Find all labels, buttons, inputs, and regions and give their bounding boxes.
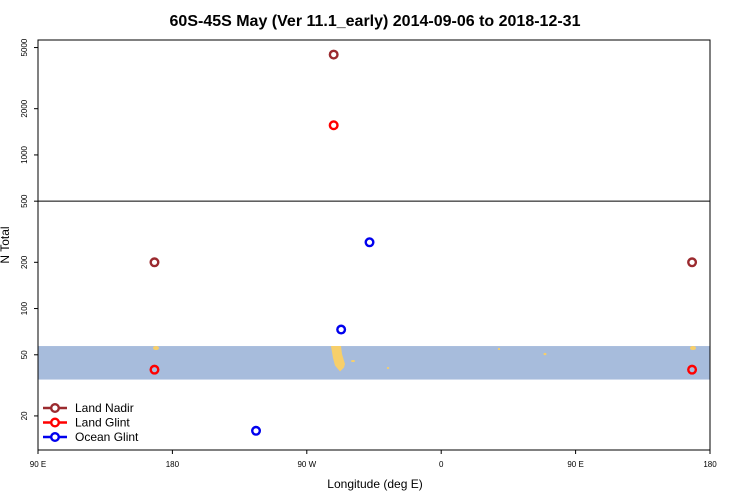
land-islet [497,348,501,351]
plot-frame [37,39,711,451]
land-islet [386,367,390,370]
legend-item-land-nadir: Land Nadir [43,401,134,415]
ocean-band [38,346,710,380]
legend-label: Land Glint [75,416,130,430]
legend-item-ocean-glint: Ocean Glint [43,430,139,444]
legend-marker [50,432,61,443]
point-ocean-glint [251,425,262,436]
x-tick-label: 0 [439,460,444,469]
axes: 90 E 180 90 W 0 90 E 180 20 50 100 200 500 1000 2000… [20,38,717,469]
x-tick-label: 90 W [297,460,316,469]
x-tick-label: 180 [703,460,717,469]
y-tick-label: 100 [20,301,29,315]
y-axis-label: N Total [0,226,12,263]
legend-label: Land Nadir [75,401,134,415]
y-tick-label: 5000 [20,38,29,56]
land-islet [543,352,547,356]
y-tick-label: 500 [20,194,29,208]
land-islet [351,360,355,363]
chart-title: 60S-45S May (Ver 11.1_early) 2014-09-06 … [170,13,581,30]
land-south-america [331,346,345,372]
point-land-glint [149,364,160,375]
y-tick-label: 200 [20,255,29,269]
legend-marker [50,403,61,414]
land-islet [153,346,159,351]
plot-area [38,49,710,436]
x-tick-label: 180 [166,460,180,469]
x-tick-label: 90 E [30,460,46,469]
point-land-nadir [328,49,339,60]
point-ocean-glint [364,237,375,248]
legend-item-land-glint: Land Glint [43,416,130,430]
point-land-glint [687,364,698,375]
x-axis-label: Longitude (deg E) [327,477,422,491]
point-land-glint [328,120,339,131]
point-land-nadir [149,257,160,268]
point-ocean-glint [336,324,347,335]
point-land-nadir [687,257,698,268]
land-shapes [153,346,696,372]
land-islet [690,346,696,351]
x-tick-label: 90 E [567,460,583,469]
y-tick-label: 20 [20,411,29,420]
legend-marker [50,417,61,428]
y-tick-label: 2000 [20,99,29,117]
y-tick-label: 1000 [20,145,29,163]
y-tick-label: 50 [20,350,29,359]
legend-label: Ocean Glint [75,430,139,444]
